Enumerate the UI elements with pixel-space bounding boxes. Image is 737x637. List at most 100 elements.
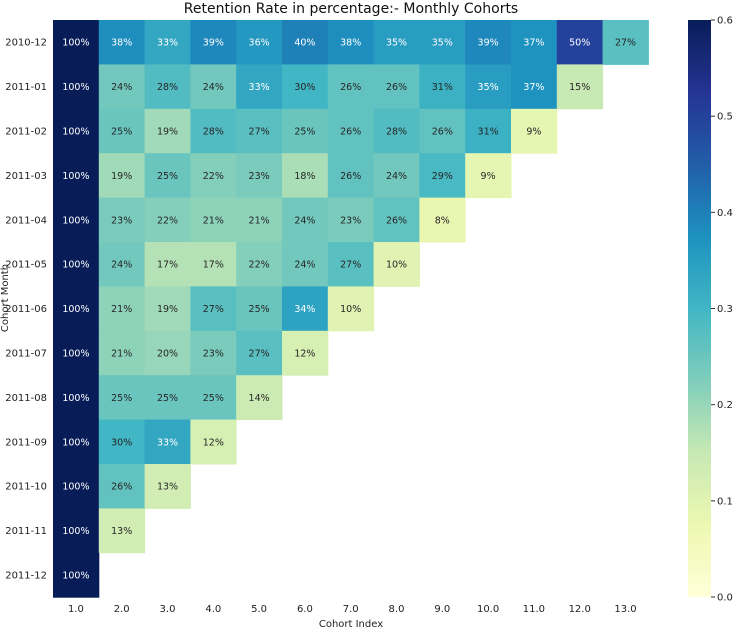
colorbar-tick-label: 0.6 bbox=[717, 16, 733, 27]
heatmap-cell bbox=[98, 464, 146, 509]
heatmap-cell bbox=[282, 153, 329, 199]
cell-label: 38% bbox=[111, 38, 132, 49]
heatmap-cell bbox=[282, 330, 329, 376]
heatmap-cell bbox=[419, 108, 466, 154]
cell-label: 28% bbox=[203, 127, 224, 138]
cell-label: 12% bbox=[294, 349, 315, 360]
colorbar-tick-label: 0.5 bbox=[717, 112, 733, 123]
cell-label: 21% bbox=[249, 215, 270, 226]
cell-label: 100% bbox=[62, 127, 89, 138]
cell-label: 100% bbox=[62, 38, 89, 49]
heatmap-cell bbox=[190, 375, 237, 421]
heatmap-cell bbox=[419, 153, 466, 199]
heatmap-cell bbox=[190, 330, 237, 376]
heatmap-cell bbox=[327, 64, 375, 110]
cell-label: 30% bbox=[294, 82, 315, 93]
heatmap-cell bbox=[419, 20, 466, 65]
cell-label: 30% bbox=[111, 437, 132, 448]
heatmap-cell bbox=[144, 108, 191, 154]
cell-label: 36% bbox=[249, 38, 270, 49]
cell-label: 31% bbox=[432, 82, 453, 93]
y-tick-label: 2011-05 bbox=[5, 260, 47, 271]
x-tick-label: 13.0 bbox=[614, 604, 636, 615]
x-tick-label: 3.0 bbox=[160, 604, 176, 615]
heatmap-cell bbox=[98, 20, 146, 65]
cell-label: 37% bbox=[523, 38, 544, 49]
heatmap-cell bbox=[190, 64, 237, 110]
cell-label: 100% bbox=[62, 526, 89, 537]
cell-label: 100% bbox=[62, 171, 89, 182]
x-tick-label: 6.0 bbox=[297, 604, 313, 615]
cell-label: 25% bbox=[157, 393, 178, 404]
y-tick-label: 2011-08 bbox=[5, 393, 47, 404]
cell-label: 28% bbox=[386, 127, 407, 138]
cell-label: 33% bbox=[157, 38, 178, 49]
heatmap-cell bbox=[373, 64, 420, 110]
heatmap-cell bbox=[327, 197, 375, 243]
heatmap-cell bbox=[373, 153, 420, 199]
heatmap-cell bbox=[236, 108, 283, 154]
y-tick-label: 2011-06 bbox=[5, 304, 47, 315]
colorbar bbox=[688, 20, 711, 597]
cell-label: 50% bbox=[569, 38, 590, 49]
heatmap-cell bbox=[98, 242, 146, 287]
cell-label: 100% bbox=[62, 393, 89, 404]
heatmap-cell bbox=[236, 153, 283, 199]
cell-label: 25% bbox=[111, 393, 132, 404]
heatmap-cell bbox=[236, 286, 283, 332]
heatmap-cell bbox=[98, 108, 146, 154]
cell-label: 9% bbox=[481, 171, 496, 182]
heatmap-cell bbox=[419, 64, 466, 110]
y-axis-label: Cohort Month bbox=[0, 264, 11, 332]
heatmap-cell bbox=[144, 64, 191, 110]
y-tick-label: 2011-12 bbox=[5, 571, 47, 582]
cell-label: 100% bbox=[62, 437, 89, 448]
cell-label: 24% bbox=[294, 260, 315, 271]
heatmap-cell bbox=[236, 197, 283, 243]
heatmap-cell bbox=[53, 286, 100, 332]
chart-title: Retention Rate in percentage:- Monthly C… bbox=[184, 1, 518, 17]
cell-label: 38% bbox=[340, 38, 361, 49]
heatmap-cell bbox=[282, 20, 329, 65]
cell-label: 14% bbox=[249, 393, 270, 404]
cell-label: 20% bbox=[157, 349, 178, 360]
heatmap-cell bbox=[144, 242, 191, 287]
heatmap-cell bbox=[327, 20, 375, 65]
cell-label: 25% bbox=[294, 127, 315, 138]
cell-label: 100% bbox=[62, 571, 89, 582]
cell-label: 24% bbox=[203, 82, 224, 93]
colorbar-tick-label: 0.4 bbox=[717, 208, 733, 219]
y-tick-labels: 2010-12 2011-01 2011-02 2011-03 2011-04 2011-… bbox=[5, 38, 47, 582]
cell-label: 35% bbox=[478, 82, 499, 93]
colorbar-tick-label: 0.1 bbox=[717, 496, 733, 507]
heatmap-cell bbox=[511, 20, 558, 65]
cell-label: 27% bbox=[203, 304, 224, 315]
cell-label: 12% bbox=[203, 437, 224, 448]
y-tick-label: 2011-04 bbox=[5, 215, 47, 226]
cell-label: 100% bbox=[62, 82, 89, 93]
y-tick-label: 2011-09 bbox=[5, 437, 47, 448]
x-tick-label: 2.0 bbox=[114, 604, 130, 615]
cell-label: 22% bbox=[249, 260, 270, 271]
heatmap-cell bbox=[53, 552, 100, 598]
heatmap-cell bbox=[465, 64, 512, 110]
cell-label: 23% bbox=[111, 215, 132, 226]
cell-label: 33% bbox=[157, 437, 178, 448]
heatmap-cell bbox=[53, 464, 100, 509]
heatmap-cell bbox=[282, 242, 329, 287]
cell-label: 17% bbox=[157, 260, 178, 271]
heatmap-cell bbox=[144, 20, 191, 65]
cell-label: 33% bbox=[249, 82, 270, 93]
cell-label: 24% bbox=[294, 215, 315, 226]
heatmap-cell bbox=[373, 197, 420, 243]
heatmap-cell bbox=[465, 108, 512, 154]
heatmap-cell bbox=[465, 20, 512, 65]
cell-label: 18% bbox=[294, 171, 315, 182]
heatmap-cell bbox=[53, 508, 100, 554]
heatmap-cell bbox=[53, 375, 100, 421]
heatmap-cell bbox=[236, 330, 283, 376]
cell-label: 22% bbox=[157, 215, 178, 226]
y-tick-label: 2011-03 bbox=[5, 171, 47, 182]
heatmap-cell bbox=[556, 20, 604, 65]
